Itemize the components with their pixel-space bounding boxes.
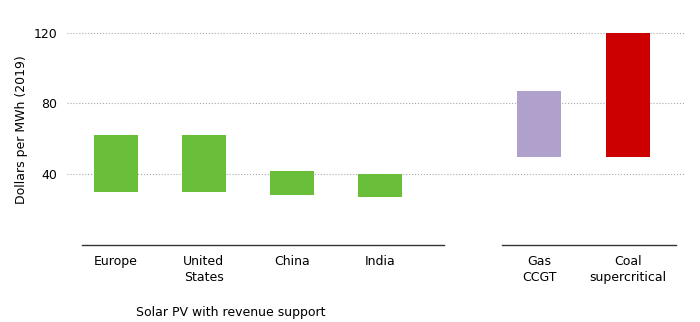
Bar — [94, 135, 138, 192]
Bar — [182, 135, 226, 192]
Bar — [606, 33, 650, 156]
Y-axis label: Dollars per MWh (2019): Dollars per MWh (2019) — [15, 56, 28, 204]
Text: Solar PV with revenue support: Solar PV with revenue support — [136, 306, 326, 319]
Bar — [270, 171, 314, 195]
Bar — [358, 174, 402, 197]
Bar — [517, 91, 561, 156]
